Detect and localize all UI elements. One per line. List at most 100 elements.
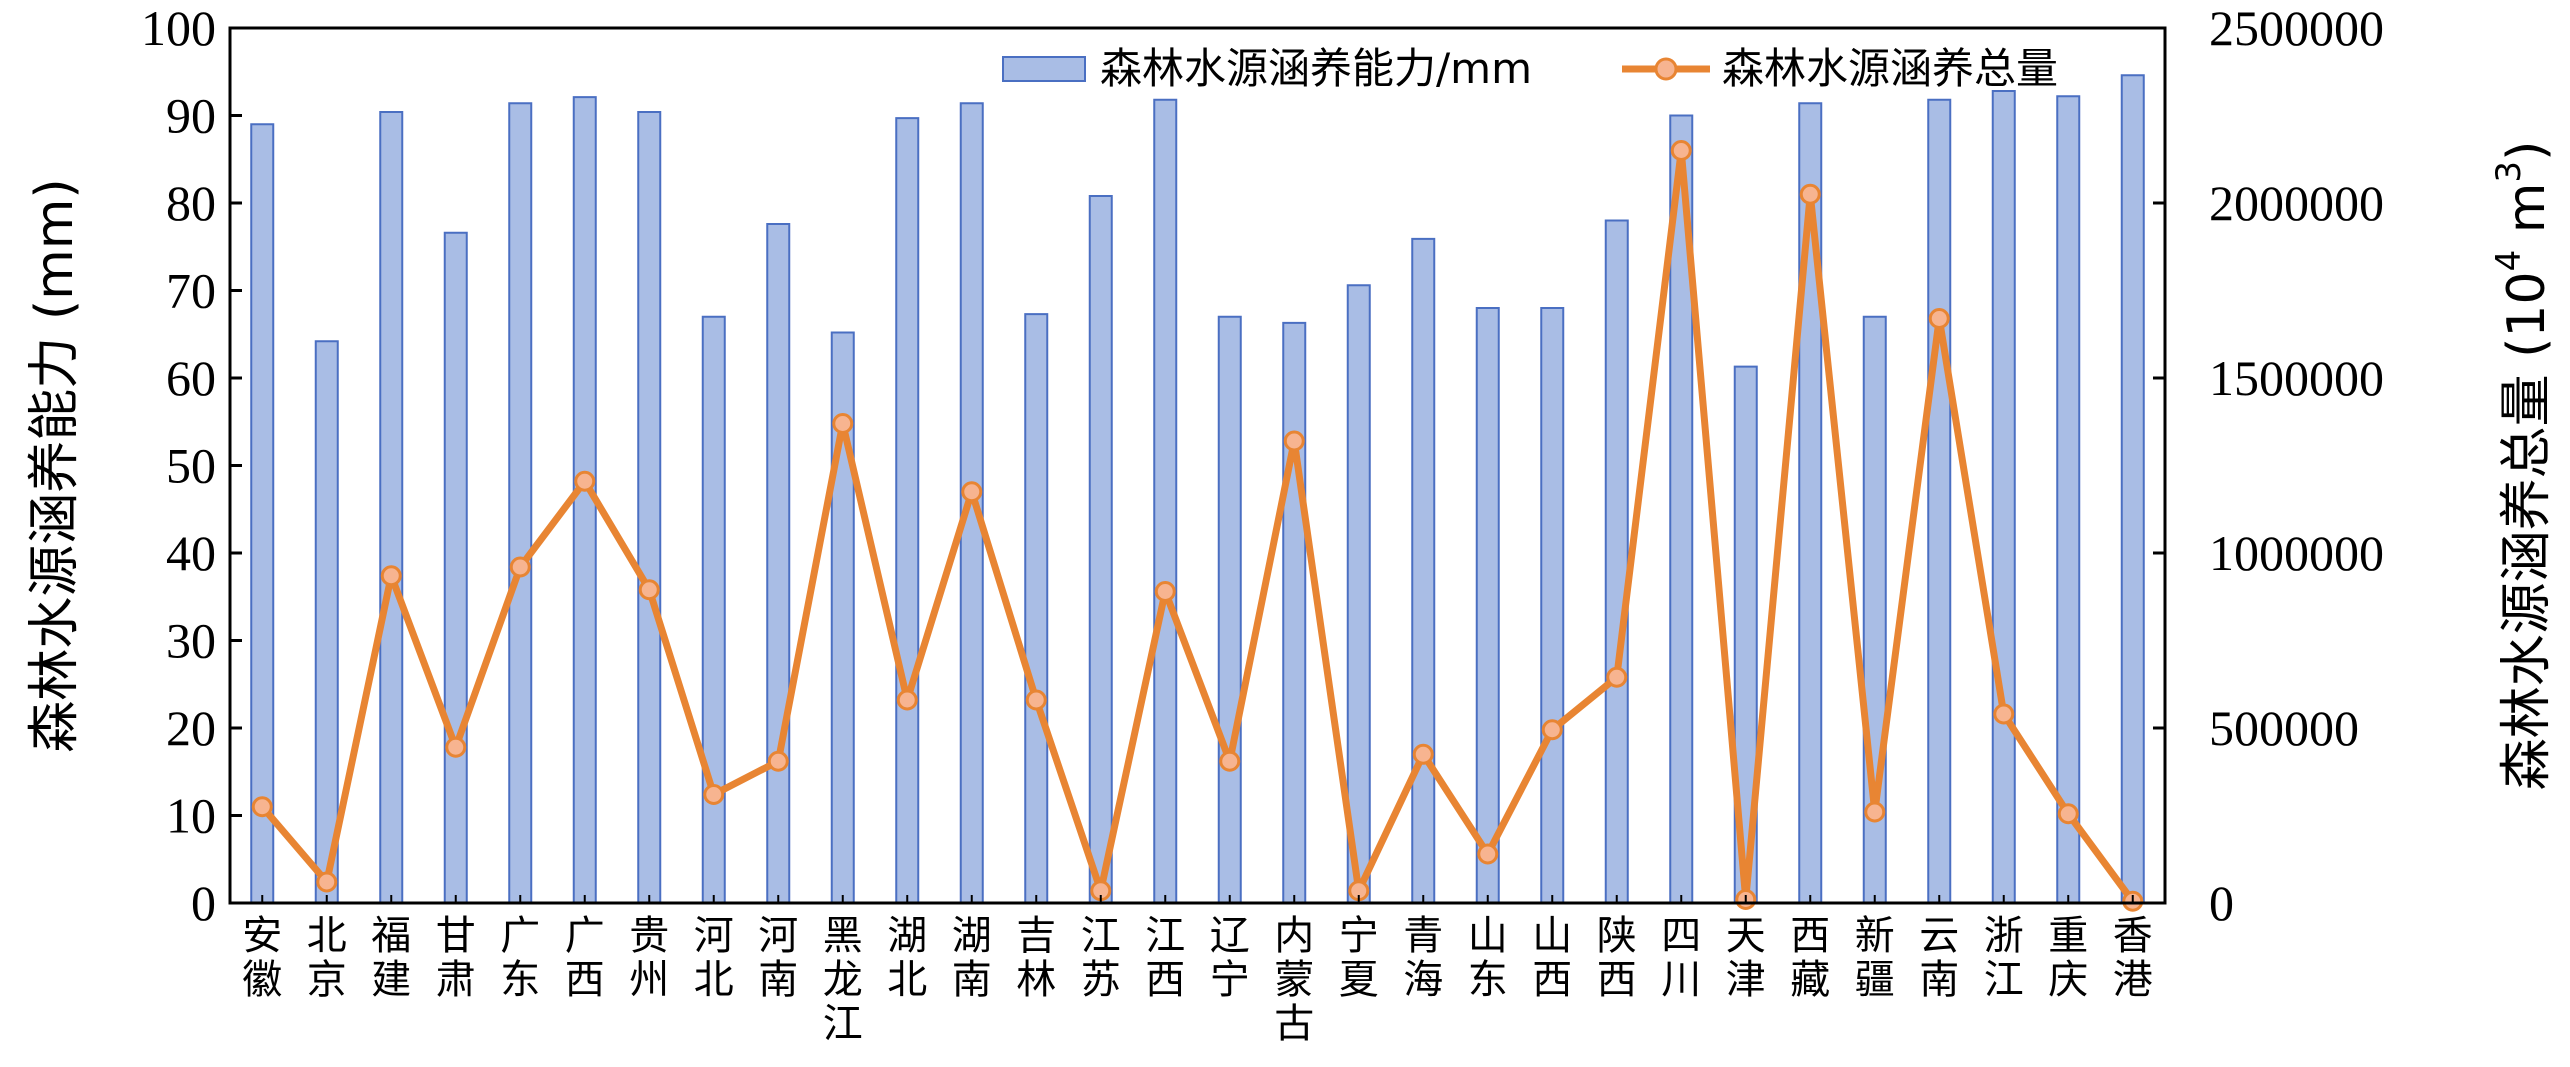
x-tick-label: 河北 <box>694 913 734 1003</box>
left-tick-label: 100 <box>141 0 216 56</box>
x-tick-label: 西藏 <box>1790 913 1830 1003</box>
bar-陕西 <box>1604 219 1629 904</box>
bar-广东 <box>508 102 533 904</box>
point-吉林 <box>1025 689 1047 711</box>
point-北京 <box>316 871 338 893</box>
bar-山西 <box>1540 307 1565 904</box>
left-tick-label: 40 <box>166 525 216 581</box>
bar-福建 <box>379 111 404 904</box>
x-tick-label: 浙江 <box>1984 913 2024 1003</box>
bar-重庆 <box>2056 95 2081 904</box>
x-tick-label: 重庆 <box>2048 913 2088 1003</box>
x-tick-label: 香港 <box>2113 913 2153 1003</box>
point-内蒙古 <box>1283 430 1305 452</box>
bar-云南 <box>1927 98 1952 904</box>
bar-安徽 <box>250 123 275 904</box>
right-axis-ticks: 0 500000 1000000 1500000 2000000 2500000 <box>2153 0 2384 931</box>
bar-贵州 <box>637 111 662 904</box>
bar-河南 <box>766 223 791 904</box>
bar-江西 <box>1153 98 1178 904</box>
left-tick-label: 70 <box>166 263 216 319</box>
category-labels: 安徽北京福建甘肃广东广西贵州河北河南黑龙江湖北湖南吉林江苏江西辽宁内蒙古宁夏青海… <box>242 895 2153 1047</box>
right-tick-label: 2500000 <box>2209 0 2384 56</box>
x-tick-label: 广西 <box>565 913 605 1003</box>
bar-江苏 <box>1088 195 1113 904</box>
x-tick-label: 新疆 <box>1855 913 1895 1003</box>
point-云南 <box>1928 308 1950 329</box>
point-湖北 <box>896 689 918 711</box>
point-山西 <box>1541 719 1563 741</box>
point-西藏 <box>1799 183 1821 205</box>
point-山东 <box>1477 843 1499 865</box>
point-辽宁 <box>1219 750 1241 772</box>
bar-浙江 <box>1991 90 2016 904</box>
x-tick-label: 吉林 <box>1016 913 1056 1003</box>
point-福建 <box>380 565 402 587</box>
left-tick-label: 60 <box>166 350 216 406</box>
point-广西 <box>574 470 596 492</box>
point-河南 <box>767 750 789 772</box>
left-tick-label: 30 <box>166 613 216 669</box>
right-tick-label: 2000000 <box>2209 175 2384 231</box>
point-四川 <box>1670 140 1692 161</box>
bar-河北 <box>701 315 726 904</box>
x-tick-label: 黑龙江 <box>823 913 863 1047</box>
left-axis-ticks: 0 10 20 30 40 50 60 70 80 90 100 <box>141 0 242 931</box>
point-河北 <box>703 784 725 805</box>
x-tick-label: 湖南 <box>952 913 992 1003</box>
point-安徽 <box>251 796 273 818</box>
x-tick-label: 湖北 <box>887 913 927 1003</box>
bar-series <box>250 74 2145 904</box>
point-贵州 <box>638 579 660 601</box>
right-tick-label: 1500000 <box>2209 350 2384 406</box>
point-重庆 <box>2057 803 2079 825</box>
x-tick-label: 福建 <box>371 913 411 1003</box>
bar-辽宁 <box>1217 315 1242 904</box>
point-青海 <box>1412 743 1434 765</box>
x-tick-label: 内蒙古 <box>1274 913 1314 1047</box>
bar-宁夏 <box>1346 284 1371 904</box>
x-tick-label: 青海 <box>1403 913 1443 1003</box>
x-tick-label: 江苏 <box>1081 913 1121 1003</box>
bar-山东 <box>1475 307 1500 904</box>
point-陕西 <box>1606 666 1628 688</box>
x-tick-label: 天津 <box>1726 913 1766 1003</box>
left-axis-title: 森林水源涵养能力 (mm) <box>25 178 85 752</box>
line-path <box>259 147 2136 904</box>
point-浙江 <box>1993 703 2015 725</box>
x-tick-label: 陕西 <box>1597 913 1637 1003</box>
x-tick-label: 山东 <box>1468 913 1508 1003</box>
x-tick-label: 甘肃 <box>436 913 476 1003</box>
right-tick-label: 500000 <box>2209 700 2359 756</box>
point-新疆 <box>1864 801 1886 823</box>
x-tick-label: 四川 <box>1661 913 1701 1003</box>
right-axis-title: 森林水源涵养总量 (104 m3) <box>2489 141 2558 791</box>
legend-bar-label: 森林水源涵养能力/mm <box>1100 44 1532 93</box>
x-tick-label: 安徽 <box>242 913 282 1003</box>
x-tick-label: 河南 <box>758 913 798 1003</box>
point-湖南 <box>961 481 983 503</box>
point-黑龙江 <box>832 413 854 434</box>
line-series <box>251 140 2144 912</box>
right-tick-label: 0 <box>2209 875 2234 931</box>
bar-内蒙古 <box>1282 321 1307 904</box>
bar-湖北 <box>895 117 920 904</box>
bar-青海 <box>1411 237 1436 904</box>
point-江西 <box>1154 581 1176 602</box>
bar-吉林 <box>1024 313 1049 904</box>
left-tick-label: 90 <box>166 88 216 144</box>
x-tick-label: 江西 <box>1145 913 1185 1003</box>
left-tick-label: 10 <box>166 788 216 844</box>
x-tick-label: 山西 <box>1532 913 1572 1003</box>
legend: 森林水源涵养能力/mm 森林水源涵养总量 <box>1002 44 2058 93</box>
legend-line-marker <box>1654 57 1678 81</box>
left-tick-label: 50 <box>166 438 216 494</box>
x-tick-label: 云南 <box>1919 913 1959 1003</box>
right-tick-label: 1000000 <box>2209 525 2384 581</box>
left-tick-label: 80 <box>166 175 216 231</box>
point-广东 <box>509 556 531 578</box>
point-甘肃 <box>445 736 467 758</box>
legend-line-label: 森林水源涵养总量 <box>1722 44 2058 93</box>
x-tick-label: 辽宁 <box>1210 913 1250 1003</box>
